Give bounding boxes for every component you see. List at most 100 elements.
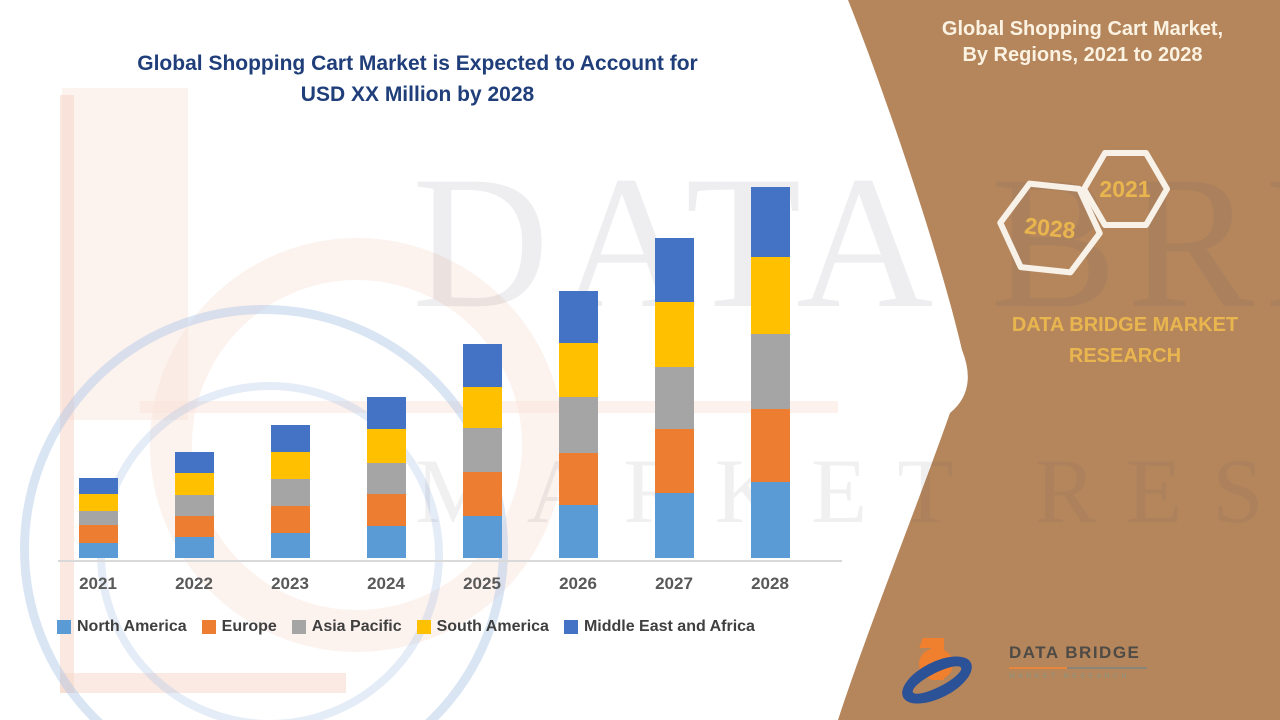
bar-segment-middle-east-and-africa [655, 238, 694, 302]
x-tick-2021: 2021 [79, 574, 117, 593]
legend-swatch [201, 620, 216, 634]
plot-area [60, 180, 840, 559]
bar-segment-north-america [271, 533, 310, 558]
legend-item-south-america: South America [416, 618, 549, 636]
bar-2028 [751, 187, 790, 558]
x-tick-2023: 2023 [271, 574, 309, 593]
legend-swatch [563, 620, 578, 634]
chart-legend: North America Europe Asia Pacific South Ame… [57, 618, 755, 636]
data-bridge-logo-icon [893, 636, 1005, 714]
footer-brand-name: DATA BRIDGE [1009, 643, 1141, 662]
bar-segment-south-america [655, 302, 694, 367]
bar-segment-north-america [367, 526, 406, 558]
hexagon-2028-label: 2028 [1023, 212, 1077, 243]
bar-2025 [463, 344, 502, 558]
legend-swatch [57, 620, 71, 634]
underline-gray-segment [1067, 667, 1147, 669]
bar-2026 [559, 291, 598, 558]
sidebar-title: Global Shopping Cart Market, By Regions,… [890, 16, 1275, 68]
sidebar-title-line2: By Regions, 2021 to 2028 [962, 44, 1203, 66]
bar-segment-north-america [79, 543, 118, 558]
underline-orange-segment [1009, 667, 1067, 669]
x-axis-labels: 2021 2022 2023 2024 2025 2026 2027 2028 [60, 574, 840, 600]
legend-item-middle-east-and-africa: Middle East and Africa [563, 618, 755, 636]
legend-label: Europe [221, 618, 277, 635]
legend-item-europe: Europe [201, 618, 277, 636]
legend-swatch [416, 620, 431, 634]
bar-segment-south-america [463, 387, 502, 428]
bar-segment-south-america [367, 429, 406, 463]
hexagon-2028: 2028 [997, 180, 1103, 276]
bar-segment-asia-pacific [79, 511, 118, 525]
year-hexagons: 2028 2021 [997, 150, 1170, 276]
footer-brand-subtitle: MARKET RESEARCH [1009, 673, 1130, 680]
brown-panel-shape [838, 0, 1280, 720]
bar-segment-asia-pacific [463, 428, 502, 472]
bar-segment-asia-pacific [175, 495, 214, 516]
x-tick-2027: 2027 [655, 574, 693, 593]
footer-brand-underline [1009, 667, 1147, 669]
bar-2023 [271, 425, 310, 558]
bar-segment-south-america [175, 473, 214, 495]
hexagon-2021: 2021 [1081, 150, 1170, 228]
bar-segment-europe [79, 525, 118, 543]
bar-segment-south-america [79, 494, 118, 511]
hexagon-2021-label: 2021 [1099, 176, 1150, 202]
bar-segment-south-america [271, 452, 310, 479]
bar-segment-middle-east-and-africa [271, 425, 310, 452]
bar-segment-asia-pacific [271, 479, 310, 506]
sidebar-title-line1: Global Shopping Cart Market, [941, 18, 1224, 40]
bar-2024 [367, 397, 406, 558]
bar-segment-middle-east-and-africa [367, 397, 406, 429]
bar-segment-asia-pacific [559, 397, 598, 453]
bar-segment-north-america [751, 482, 790, 558]
sidebar-brand-text: DATA BRIDGE MARKET RESEARCH [985, 310, 1265, 372]
bar-segment-middle-east-and-africa [175, 452, 214, 473]
bar-segment-europe [655, 429, 694, 493]
legend-item-north-america: North America [57, 618, 187, 636]
x-axis-line [58, 560, 842, 562]
chart-title-line1: Global Shopping Cart Market is Expected … [137, 52, 698, 75]
bar-segment-europe [463, 472, 502, 516]
footer-logo: DATA BRIDGE MARKET RESEARCH [893, 636, 1147, 714]
chart-title: Global Shopping Cart Market is Expected … [95, 48, 740, 110]
x-tick-2022: 2022 [175, 574, 213, 593]
bar-segment-middle-east-and-africa [79, 478, 118, 494]
legend-label: North America [77, 618, 187, 635]
bar-segment-north-america [559, 505, 598, 558]
bar-segment-south-america [751, 257, 790, 334]
sidebar-brand-line2: RESEARCH [1068, 345, 1182, 367]
bar-segment-europe [271, 506, 310, 533]
bar-segment-europe [751, 409, 790, 482]
legend-label: Middle East and Africa [583, 618, 755, 635]
bar-segment-north-america [175, 537, 214, 558]
bar-segment-asia-pacific [655, 367, 694, 429]
x-tick-2026: 2026 [559, 574, 597, 593]
bar-2022 [175, 452, 214, 558]
bar-2027 [655, 238, 694, 558]
bar-segment-north-america [655, 493, 694, 558]
sidebar-brand-line1: DATA BRIDGE MARKET [1011, 314, 1239, 336]
bar-segment-europe [175, 516, 214, 537]
bar-segment-south-america [559, 343, 598, 397]
x-tick-2025: 2025 [463, 574, 501, 593]
legend-swatch [291, 620, 306, 634]
legend-label: Asia Pacific [311, 618, 402, 635]
footer-logo-text: DATA BRIDGE MARKET RESEARCH [1009, 636, 1147, 680]
x-tick-2024: 2024 [367, 574, 405, 593]
bar-segment-asia-pacific [367, 463, 406, 494]
bar-2021 [79, 478, 118, 558]
hexagon-2028-outline [997, 180, 1103, 276]
logo-b-ring [919, 648, 953, 680]
bar-segment-middle-east-and-africa [559, 291, 598, 343]
chart-title-line2: USD XX Million by 2028 [300, 83, 535, 106]
bar-segment-north-america [463, 516, 502, 558]
legend-item-asia-pacific: Asia Pacific [291, 618, 402, 636]
bar-segment-middle-east-and-africa [463, 344, 502, 387]
bar-segment-europe [367, 494, 406, 526]
legend-label: South America [436, 618, 549, 635]
x-tick-2028: 2028 [751, 574, 789, 593]
bar-segment-asia-pacific [751, 334, 790, 409]
